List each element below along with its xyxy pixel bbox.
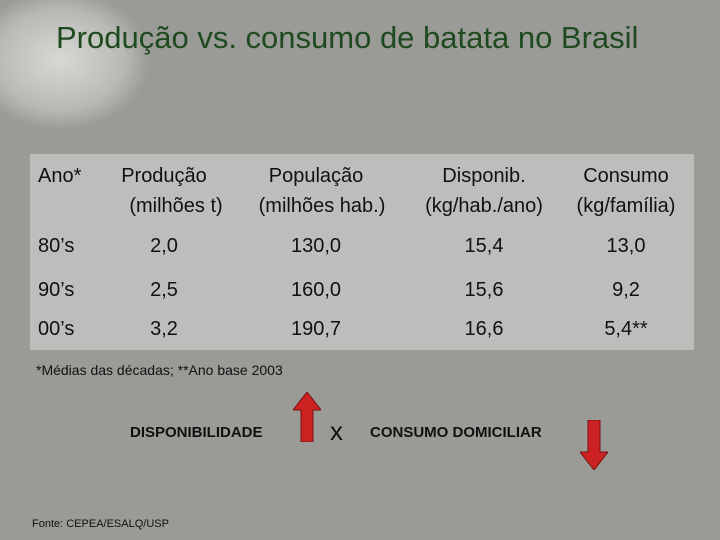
header-populacao-unit: (milhões hab.): [258, 195, 386, 217]
header-producao-unit: (milhões t): [129, 195, 223, 217]
slide-title: Produção vs. consumo de batata no Brasil: [56, 20, 639, 55]
table-row-producao: 2,0: [150, 235, 178, 257]
table-row-populacao: 190,7: [290, 318, 342, 340]
table-row-ano: 80’s: [38, 235, 75, 257]
table-row-disponib: 15,6: [464, 279, 504, 301]
table-row-producao: 3,2: [150, 318, 178, 340]
header-consumo-unit: (kg/família): [576, 195, 676, 217]
table-row-producao: 2,5: [150, 279, 178, 301]
table-row-ano: 00’s: [38, 318, 75, 340]
table-row-consumo: 5,4**: [604, 318, 648, 340]
header-populacao: População: [268, 165, 364, 187]
table-row-populacao: 160,0: [290, 279, 342, 301]
versus-separator: x: [330, 416, 343, 446]
table-row-disponib: 16,6: [464, 318, 504, 340]
arrow-up-icon: [293, 392, 321, 442]
header-producao: Produção: [121, 165, 207, 187]
header-consumo: Consumo: [583, 165, 669, 187]
consumo-domiciliar-label: CONSUMO DOMICILIAR: [370, 424, 542, 441]
header-disponib-unit: (kg/hab./ano): [425, 195, 543, 217]
table-row-ano: 90’s: [38, 279, 75, 301]
footnote: *Médias das décadas; **Ano base 2003: [36, 362, 283, 378]
header-disponib: Disponib.: [442, 165, 526, 187]
source-note: Fonte: CEPEA/ESALQ/USP: [32, 518, 169, 530]
table-row-populacao: 130,0: [290, 235, 342, 257]
table-row-disponib: 15,4: [464, 235, 504, 257]
arrow-down-icon: [580, 420, 608, 470]
disponibilidade-label: DISPONIBILIDADE: [130, 424, 263, 441]
table-row-consumo: 13,0: [606, 235, 646, 257]
data-table: [30, 154, 694, 350]
table-row-consumo: 9,2: [612, 279, 640, 301]
header-ano: Ano*: [38, 165, 82, 187]
